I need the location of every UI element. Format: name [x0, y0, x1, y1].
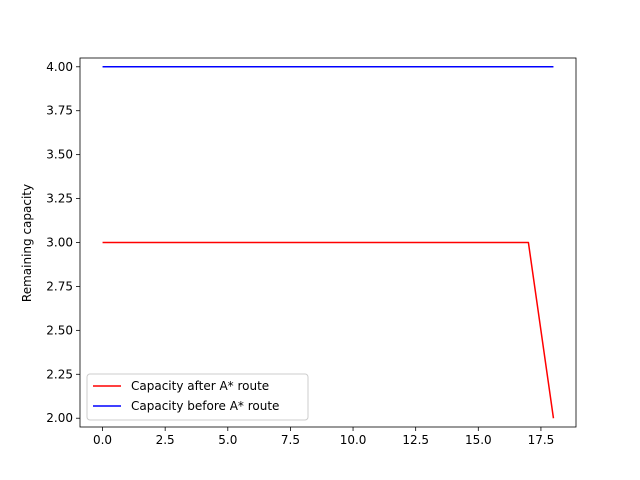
y-tick-label: 2.00 [46, 411, 73, 425]
series-layer [102, 66, 555, 419]
x-tick-label: 17.5 [528, 433, 555, 447]
y-tick-label: 3.25 [46, 192, 73, 206]
x-tick-label: 12.5 [402, 433, 429, 447]
x-tick-label: 0.0 [93, 433, 112, 447]
y-tick-label: 3.50 [46, 148, 73, 162]
y-tick-label: 3.00 [46, 236, 73, 250]
x-tick-label: 7.5 [281, 433, 300, 447]
x-axis: 0.0 2.5 5.0 7.5 10.0 12.5 15.0 17.5 [93, 427, 554, 447]
y-tick-label: 3.75 [46, 104, 73, 118]
legend-box [86, 373, 309, 421]
y-tick-label: 2.75 [46, 279, 73, 293]
series-line-1 [102, 241, 555, 419]
x-tick-label: 10.0 [340, 433, 367, 447]
legend-label: Capacity before A* route [131, 399, 279, 413]
y-tick-label: 4.00 [46, 60, 73, 74]
legend-label: Capacity after A* route [131, 379, 269, 393]
y-tick-label: 2.50 [46, 323, 73, 337]
x-tick-label: 2.5 [156, 433, 175, 447]
x-tick-label: 5.0 [218, 433, 237, 447]
y-axis: 2.00 2.25 2.50 2.75 3.00 3.25 3.50 3.75 4.00 [46, 60, 80, 425]
legend: Capacity after A* route Capacity before A… [86, 373, 309, 421]
y-tick-label: 2.25 [46, 367, 73, 381]
y-axis-label: Remaining capacity [20, 184, 34, 302]
x-tick-label: 15.0 [465, 433, 492, 447]
